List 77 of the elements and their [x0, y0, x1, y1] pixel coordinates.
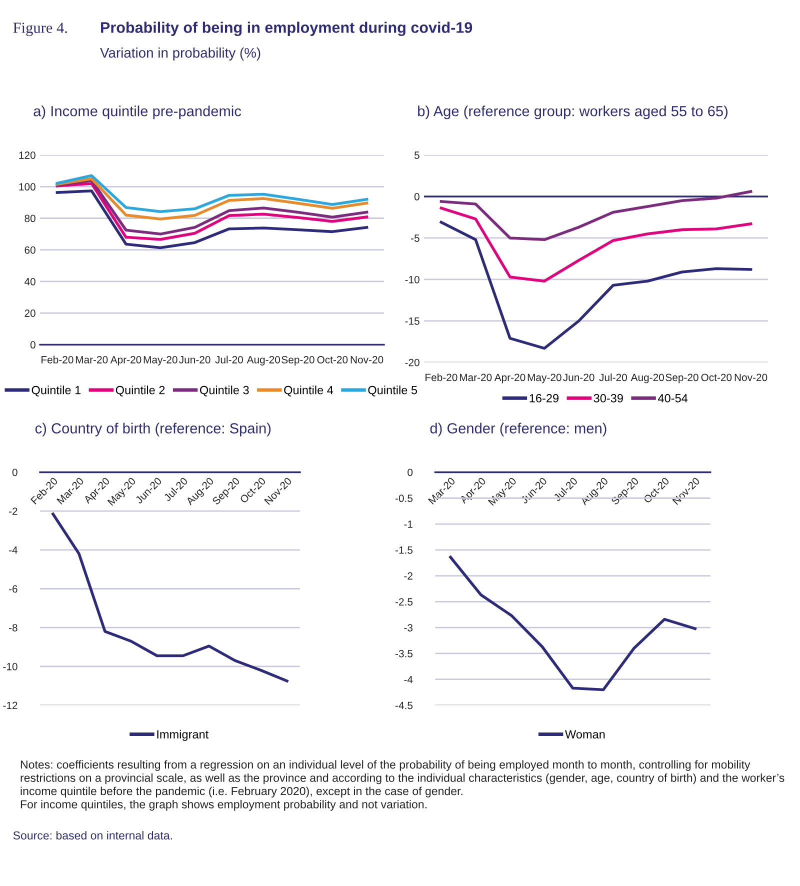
- y-tick-label: 0: [414, 193, 420, 200]
- y-tick-label: -2: [8, 508, 18, 515]
- y-tick-label: -0.5: [395, 494, 413, 502]
- y-tick-label: -10: [3, 662, 18, 670]
- legend-label: 30-39: [594, 394, 623, 402]
- line-series: [56, 174, 368, 214]
- y-tick-label: 0: [30, 341, 36, 349]
- x-tick-label: Apr-20: [110, 356, 142, 366]
- y-tick-label: 80: [24, 214, 36, 222]
- x-tick-label: Feb-20: [42, 356, 74, 364]
- chart-title: d) Gender (reference: men): [430, 422, 606, 436]
- x-tick-label: Nov-20: [734, 374, 768, 382]
- x-tick-label: Aug-20: [246, 356, 280, 366]
- legend-label: Quintile 1: [32, 386, 81, 396]
- x-tick-label: Mar-20: [460, 374, 492, 382]
- y-tick-label: -20: [405, 358, 420, 366]
- legend-label: Quintile 2: [116, 386, 165, 396]
- x-tick-label: Jul-20: [599, 373, 627, 382]
- text: Notes: coefficients resulting from a regression on an individual level of the probability of being employed month to month, controlling for mobility restrictions on a provincial scale, as well as the province and according to the individual characteristics (gender, age, country of birth) and the worker’s income quintile before the pandemic (i.e. February 2020), except in the case of gender. For income quintiles, the graph shows employment probability and not variation.: [20, 760, 784, 811]
- y-tick-label: -2.5: [395, 598, 413, 606]
- legend-label: Quintile 3: [200, 386, 249, 396]
- y-tick-label: -1: [404, 520, 412, 528]
- x-tick-label: Aug-20: [630, 374, 664, 384]
- y-tick-label: 0: [408, 468, 413, 476]
- x-tick-label: Apr-20: [494, 374, 526, 384]
- y-tick-label: -15: [405, 318, 420, 325]
- y-tick-label: 120: [19, 152, 36, 159]
- y-tick-label: 60: [24, 246, 36, 254]
- chart-title: c) Country of birth (reference: Spain): [35, 422, 271, 436]
- legend-label: 40-54: [658, 394, 688, 402]
- x-tick-label: Sep-20: [282, 356, 314, 366]
- legend-label: Quintile 5: [368, 386, 418, 396]
- caption: Figure 4.: [13, 22, 67, 36]
- chart-title: a) Income quintile pre-pandemic: [34, 106, 242, 120]
- line-series: [449, 556, 696, 692]
- x-tick-label: Mar-20: [76, 356, 108, 364]
- x-tick-label: Nov-20: [350, 356, 384, 364]
- legend-label: Woman: [565, 730, 605, 739]
- chart-title: b) Age (reference group: workers aged 55 to 65): [418, 106, 728, 120]
- y-tick-label: -3: [404, 624, 413, 632]
- text: Probability of being in employment during covid-19: [101, 22, 472, 36]
- y-tick-label: -5: [411, 234, 420, 242]
- y-tick-label: -12: [3, 702, 18, 710]
- line-series: [440, 206, 752, 282]
- y-tick-label: 20: [24, 310, 36, 317]
- x-tick-label: Jun-20: [563, 374, 594, 382]
- legend-label: 16-29: [530, 394, 559, 402]
- line-series: [52, 512, 288, 682]
- y-tick-label: -1.5: [395, 546, 413, 554]
- legend-label: Quintile 4: [284, 386, 334, 396]
- y-tick-label: -8: [8, 624, 18, 632]
- y-tick-label: -10: [405, 276, 420, 284]
- source-note: Source: based on internal data.: [13, 831, 172, 840]
- y-tick-label: 100: [19, 183, 36, 191]
- y-tick-label: -3.5: [395, 650, 413, 658]
- x-tick-label: Jun-20: [179, 356, 210, 364]
- text: Variation in probability (%): [100, 48, 260, 60]
- y-tick-label: -4: [404, 676, 413, 684]
- x-tick-label: Jul-20: [215, 356, 243, 364]
- x-tick-label: Oct-20: [317, 356, 348, 364]
- x-tick-label: Oct-20: [701, 374, 732, 382]
- y-tick-label: -6: [8, 585, 18, 593]
- y-tick-label: -4: [8, 546, 18, 554]
- line-series: [440, 190, 752, 242]
- line-series: [56, 177, 368, 220]
- line-series: [56, 190, 368, 250]
- y-tick-label: 0: [12, 468, 18, 476]
- x-tick-label: Feb-20: [426, 373, 458, 382]
- x-tick-label: May-20: [144, 356, 178, 366]
- x-tick-label: May-20: [528, 374, 562, 384]
- y-tick-label: -4.5: [395, 702, 413, 710]
- y-tick-label: 5: [414, 152, 420, 159]
- y-tick-label: 40: [24, 278, 36, 286]
- line-series: [440, 220, 752, 350]
- y-tick-label: -2: [404, 572, 412, 580]
- legend-label: Immigrant: [157, 730, 209, 741]
- x-tick-label: Sep-20: [666, 374, 698, 384]
